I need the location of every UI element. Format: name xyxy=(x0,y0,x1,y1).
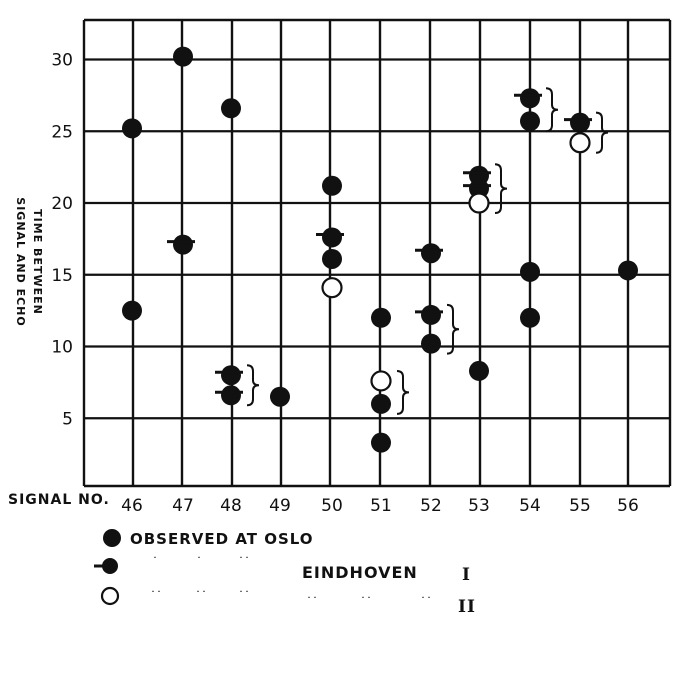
data-points xyxy=(122,46,638,453)
legend-ditto: ˙˙ xyxy=(238,589,250,603)
x-tick-label: 50 xyxy=(321,496,343,516)
y-axis-title-line2: SIGNAL AND ECHO xyxy=(14,197,27,326)
brace-annotation xyxy=(246,364,260,407)
plot-grid xyxy=(82,18,672,488)
data-point-eindhoven-2 xyxy=(468,192,490,214)
data-point-oslo xyxy=(520,307,540,328)
x-tick-label: 56 xyxy=(617,496,639,516)
data-point-oslo xyxy=(421,333,441,354)
data-point-oslo xyxy=(322,248,342,269)
data-point-oslo xyxy=(469,360,489,381)
legend-marker-eindhoven-2 xyxy=(100,586,120,606)
brace-annotation xyxy=(545,87,559,133)
data-point-eindhoven-1 xyxy=(520,88,540,109)
legend-label-oslo: OBSERVED AT OSLO xyxy=(130,530,314,548)
data-point-oslo xyxy=(371,307,391,328)
x-axis-title: SIGNAL NO. xyxy=(8,492,110,508)
x-tick-label: 48 xyxy=(220,496,242,516)
data-point-oslo xyxy=(122,118,142,139)
x-tick-label: 46 xyxy=(121,496,143,516)
data-point-oslo xyxy=(173,46,193,67)
x-tick-label: 55 xyxy=(569,496,591,516)
x-tick-label: 54 xyxy=(519,496,541,516)
data-point-eindhoven-1 xyxy=(221,365,241,386)
data-point-eindhoven-1 xyxy=(322,227,342,248)
data-point-oslo xyxy=(520,111,540,132)
legend-marker-oslo xyxy=(103,529,121,547)
tick-labels: 5 10 15 20 25 30 46 47 48 49 50 51 52 53 54 55 56 xyxy=(51,51,638,517)
legend-ditto: ˙ xyxy=(152,555,158,569)
y-axis-title: TIME BETWEEN SIGNAL AND ECHO xyxy=(14,197,44,326)
y-tick-label: 25 xyxy=(51,122,73,142)
y-axis-title-line1: TIME BETWEEN xyxy=(31,209,44,315)
x-tick-label: 51 xyxy=(370,496,392,516)
data-point-oslo xyxy=(618,260,638,281)
legend-ditto: ˙˙ xyxy=(195,589,207,603)
data-point-eindhoven-1 xyxy=(173,234,193,255)
legend-label-eindhoven: EINDHOVEN xyxy=(302,563,418,582)
data-point-oslo xyxy=(122,300,142,321)
data-point-eindhoven-2 xyxy=(370,370,392,392)
legend-ditto: ˙ xyxy=(196,555,202,569)
legend-numeral-1: I xyxy=(462,565,471,585)
x-tick-label: 47 xyxy=(172,496,194,516)
y-tick-label: 10 xyxy=(51,338,73,358)
y-tick-label: 5 xyxy=(62,409,73,429)
x-tick-label: 52 xyxy=(420,496,442,516)
y-tick-label: 20 xyxy=(51,194,73,214)
data-point-oslo xyxy=(520,261,540,282)
data-point-oslo xyxy=(322,175,342,196)
data-point-eindhoven-1 xyxy=(421,243,441,264)
legend-numeral-2: II xyxy=(458,597,476,617)
y-tick-label: 15 xyxy=(51,266,73,286)
x-tick-label: 53 xyxy=(468,496,490,516)
brace-annotation xyxy=(396,369,410,415)
data-point-eindhoven-1 xyxy=(221,385,241,406)
legend-ditto: ˙˙ xyxy=(150,589,162,603)
legend-marker-eindhoven-1 xyxy=(102,558,118,574)
legend-ditto: ˙˙ xyxy=(360,595,372,609)
legend-ditto: ˙˙ xyxy=(306,595,318,609)
data-point-eindhoven-1 xyxy=(421,304,441,325)
data-point-eindhoven-1 xyxy=(570,112,590,133)
legend: OBSERVED AT OSLO ˙ ˙ ˙˙ EINDHOVEN I ˙˙ ˙… xyxy=(94,529,476,617)
brace-annotation xyxy=(595,111,609,154)
data-point-oslo xyxy=(371,432,391,453)
data-point-oslo xyxy=(221,98,241,119)
data-point-eindhoven-2 xyxy=(569,132,591,154)
y-tick-label: 30 xyxy=(51,51,73,71)
legend-ditto: ˙˙ xyxy=(420,595,432,609)
brace-annotations xyxy=(246,87,609,415)
data-point-oslo xyxy=(270,386,290,407)
x-tick-label: 49 xyxy=(269,496,291,516)
brace-annotation xyxy=(446,303,460,355)
brace-annotation xyxy=(494,163,508,214)
data-point-oslo xyxy=(371,393,391,414)
data-point-eindhoven-1 xyxy=(469,178,489,199)
data-point-eindhoven-2 xyxy=(321,277,343,299)
legend-ditto: ˙˙ xyxy=(238,555,250,569)
